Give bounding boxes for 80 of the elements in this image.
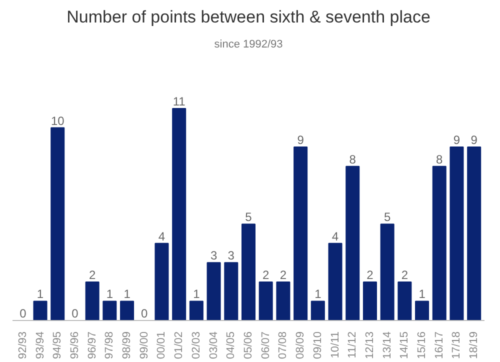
data-label: 1 <box>314 287 322 302</box>
bar <box>33 300 48 320</box>
bar <box>154 242 169 320</box>
bar <box>189 300 204 320</box>
x-tick-label: 95/96 <box>68 331 81 360</box>
x-tick-label: 97/98 <box>104 331 116 360</box>
bar <box>398 281 412 320</box>
x-tick-label: 13/14 <box>381 331 394 360</box>
x-tick-label: 92/93 <box>16 331 29 360</box>
data-label: 2 <box>366 268 374 282</box>
bar <box>432 166 446 320</box>
data-label: 3 <box>210 248 218 263</box>
x-tick-label: 98/99 <box>121 331 134 360</box>
data-label: 9 <box>453 133 460 148</box>
chart-title: Number of points between sixth & seventh place <box>66 8 430 26</box>
bar <box>276 281 290 320</box>
x-tick-label: 05/06 <box>242 331 254 360</box>
bar <box>206 262 221 320</box>
x-tick-label: 16/17 <box>433 331 446 360</box>
x-tick-label: 99/00 <box>138 331 150 360</box>
x-tick-label: 10/11 <box>329 331 342 358</box>
bar <box>258 281 273 320</box>
bar <box>380 224 394 320</box>
data-label: 1 <box>124 287 131 302</box>
bar <box>294 146 308 320</box>
x-tick-label: 12/13 <box>364 331 376 360</box>
bar <box>241 224 256 320</box>
data-label: 1 <box>418 287 426 302</box>
data-label: 9 <box>470 133 478 148</box>
chart-subtitle: since 1992/93 <box>214 38 283 50</box>
data-label: 0 <box>20 306 27 320</box>
data-label: 2 <box>262 268 270 282</box>
x-tick-label: 08/09 <box>294 331 307 360</box>
x-tick-label: 11/12 <box>346 331 359 358</box>
x-tick-label: 09/10 <box>312 331 324 360</box>
x-tick-label: 14/15 <box>398 331 411 360</box>
x-tick-label: 03/04 <box>208 331 220 360</box>
bar <box>224 262 238 320</box>
data-label: 0 <box>141 306 148 320</box>
bar <box>310 300 325 320</box>
data-label: 1 <box>36 287 44 302</box>
data-label: 5 <box>245 210 252 224</box>
data-label: 9 <box>297 133 304 148</box>
data-label: 1 <box>193 287 200 302</box>
x-tick-label: 00/01 <box>156 331 168 360</box>
data-label: 4 <box>158 229 166 244</box>
bar <box>415 300 430 320</box>
x-tick-label: 93/94 <box>34 331 46 360</box>
x-tick-label: 96/97 <box>86 331 98 360</box>
data-label: 8 <box>349 152 356 166</box>
x-tick-label: 15/16 <box>416 331 428 360</box>
bar <box>450 146 464 320</box>
data-label: 5 <box>384 210 391 224</box>
data-label: 2 <box>280 268 287 282</box>
bar <box>85 281 100 320</box>
x-tick-label: 04/05 <box>225 331 238 360</box>
bar <box>467 146 482 320</box>
bar <box>346 166 360 320</box>
data-label: 8 <box>436 152 444 166</box>
bar <box>50 127 65 320</box>
bar <box>102 300 117 320</box>
data-label: 0 <box>72 306 79 320</box>
x-tick-label: 02/03 <box>190 331 202 360</box>
data-label: 4 <box>332 229 339 244</box>
data-label: 3 <box>228 248 235 263</box>
data-label: 1 <box>106 287 114 302</box>
data-label: 2 <box>88 268 96 282</box>
data-label: 11 <box>172 94 186 108</box>
x-tick-label: 17/18 <box>450 331 463 360</box>
bar <box>172 108 186 320</box>
bar <box>328 242 342 320</box>
x-tick-label: 94/95 <box>52 331 64 360</box>
x-tick-label: 01/02 <box>173 331 186 360</box>
bar <box>362 281 377 320</box>
x-tick-label: 07/08 <box>277 331 290 360</box>
x-tick-label: 06/07 <box>260 331 272 360</box>
data-label: 10 <box>50 114 65 128</box>
bar <box>120 300 134 320</box>
x-tick-label: 18/19 <box>468 331 480 360</box>
data-label: 2 <box>401 268 408 282</box>
